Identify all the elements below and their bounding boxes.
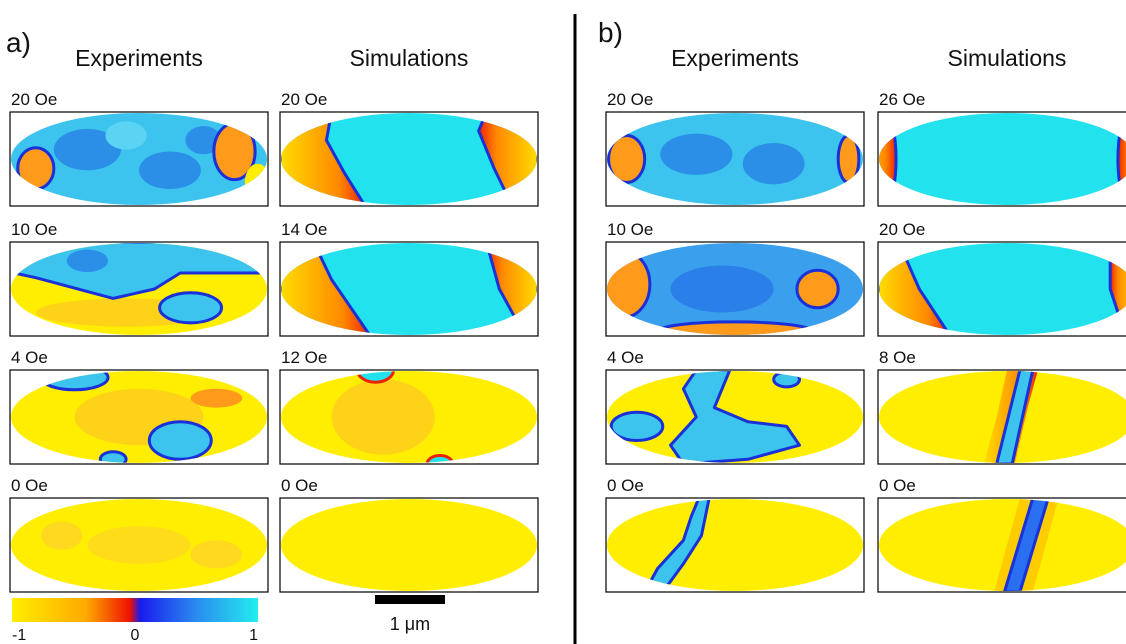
field-label: 20 Oe [281, 90, 327, 109]
domain [281, 113, 367, 205]
colorbar-tick-label: 1 [249, 627, 258, 644]
domain-image [281, 499, 537, 591]
field-label: 20 Oe [879, 220, 925, 239]
domain [40, 521, 83, 550]
domain-base [281, 499, 537, 591]
field-label: 10 Oe [607, 220, 653, 239]
scale-bar-label: 1 μm [390, 614, 430, 634]
domain-image [11, 243, 267, 335]
domain [139, 151, 201, 190]
domain [643, 499, 711, 591]
domain-image [11, 371, 267, 463]
field-label: 12 Oe [281, 348, 327, 367]
domain [66, 249, 109, 273]
domain-image [879, 371, 1126, 463]
domain [1116, 113, 1126, 205]
field-label: 14 Oe [281, 220, 327, 239]
column-title: Simulations [948, 45, 1067, 71]
domain [190, 540, 243, 569]
domain [1002, 499, 1050, 591]
domain [53, 128, 121, 171]
domain [669, 371, 801, 463]
domain [87, 526, 191, 564]
colorbar-tick-label: -1 [12, 627, 26, 644]
column-title: Simulations [350, 45, 469, 71]
domain-base [607, 499, 863, 591]
domain [670, 265, 774, 313]
domain [795, 268, 840, 310]
domain [158, 291, 224, 325]
domain-image [281, 243, 537, 335]
domain-image [607, 243, 863, 335]
domain [331, 379, 435, 455]
domain [607, 134, 647, 184]
field-label: 20 Oe [11, 90, 57, 109]
domain-image [607, 113, 863, 205]
column-title: Experiments [75, 45, 203, 71]
domain-image [281, 371, 537, 463]
field-label: 8 Oe [879, 348, 916, 367]
scale-bar [375, 595, 445, 604]
domain [425, 454, 455, 463]
domain [660, 133, 733, 175]
domain-image [11, 499, 267, 591]
field-label: 10 Oe [11, 220, 57, 239]
domain-image [607, 499, 863, 591]
domain [609, 410, 665, 442]
domain-image [879, 499, 1126, 591]
domain [995, 371, 1035, 463]
domain-base [879, 113, 1126, 205]
domain [147, 420, 213, 461]
colorbar [12, 598, 258, 622]
domain [190, 388, 243, 408]
field-label: 26 Oe [879, 90, 925, 109]
domain [281, 243, 372, 335]
domain [105, 121, 147, 150]
field-label: 0 Oe [607, 476, 644, 495]
domain [1108, 243, 1126, 335]
field-label: 0 Oe [879, 476, 916, 495]
domain [98, 450, 128, 463]
panel-label: a) [6, 27, 31, 58]
panel-label: b) [598, 17, 623, 48]
field-label: 0 Oe [281, 476, 318, 495]
column-title: Experiments [671, 45, 799, 71]
field-label: 20 Oe [607, 90, 653, 109]
domain-base [607, 113, 863, 205]
field-label: 4 Oe [607, 348, 644, 367]
domain [355, 371, 396, 384]
domain [742, 143, 805, 185]
domain-image [607, 371, 863, 463]
field-label: 0 Oe [11, 476, 48, 495]
field-label: 4 Oe [11, 348, 48, 367]
colorbar-tick-label: 0 [131, 627, 140, 644]
